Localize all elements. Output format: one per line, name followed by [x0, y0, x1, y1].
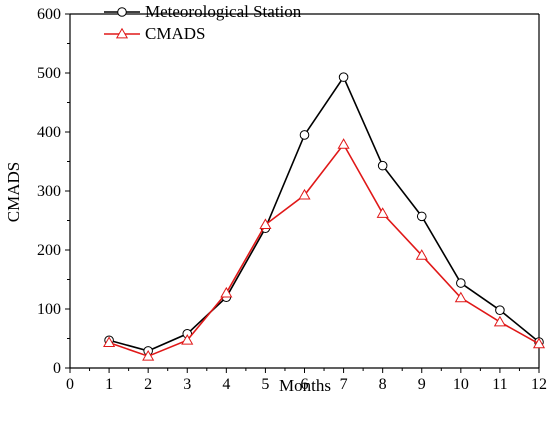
data-point-station — [299, 130, 310, 140]
data-point-cmads — [454, 291, 467, 303]
series-cmads — [103, 138, 546, 361]
x-tick-label: 1 — [105, 376, 113, 393]
data-point-cmads — [142, 349, 155, 361]
series-line-station — [108, 75, 540, 352]
series-layer — [103, 72, 546, 361]
y-tick-label: 100 — [37, 301, 61, 318]
data-point-cmads — [376, 207, 389, 218]
y-tick-label: 400 — [37, 124, 61, 141]
x-tick-label: 4 — [222, 376, 230, 393]
data-point-cmads — [415, 249, 428, 260]
y-tick-label: 0 — [53, 360, 61, 377]
y-tick-label: 200 — [37, 242, 61, 259]
data-point-station — [495, 305, 505, 315]
y-tick-label: 600 — [37, 6, 61, 23]
x-tick-label: 10 — [453, 376, 469, 393]
data-point-cmads — [181, 334, 194, 345]
data-point-cmads — [337, 138, 350, 149]
x-axis-title: Months — [279, 376, 331, 395]
x-tick-label: 0 — [66, 376, 74, 393]
x-tick-label: 11 — [492, 376, 507, 393]
x-tick-label: 6 — [301, 376, 309, 393]
y-tick-label: 500 — [37, 65, 61, 82]
data-point-station — [456, 278, 466, 288]
legend-item-cmads: CMADS — [104, 24, 205, 43]
data-point-station — [416, 211, 427, 222]
x-tick-label: 3 — [183, 376, 191, 393]
data-point-station — [377, 160, 388, 171]
legend-label-cmads: CMADS — [145, 24, 205, 43]
x-tick-label: 9 — [418, 376, 426, 393]
legend-marker-station — [117, 7, 127, 17]
x-tick-label: 8 — [379, 376, 387, 393]
legend-item-station: Meteorological Station — [104, 2, 302, 21]
x-tick-label: 7 — [340, 376, 348, 393]
data-point-cmads — [298, 188, 311, 200]
data-point-cmads — [259, 218, 272, 230]
data-point-cmads — [493, 315, 506, 327]
y-tick-label: 300 — [37, 183, 61, 200]
data-point-cmads — [103, 336, 116, 348]
data-point-cmads — [532, 337, 546, 349]
series-line-cmads — [108, 142, 540, 358]
x-tick-label: 2 — [144, 376, 152, 393]
series-station — [104, 72, 544, 356]
legend: Meteorological Station CMADS — [104, 2, 302, 43]
legend-label-station: Meteorological Station — [145, 2, 302, 21]
x-tick-label: 5 — [261, 376, 269, 393]
y-axis-title: CMADS — [4, 162, 23, 222]
legend-marker-cmads — [115, 27, 129, 39]
data-point-station — [338, 72, 349, 82]
x-tick-label: 12 — [531, 376, 547, 393]
data-point-cmads — [220, 286, 233, 298]
